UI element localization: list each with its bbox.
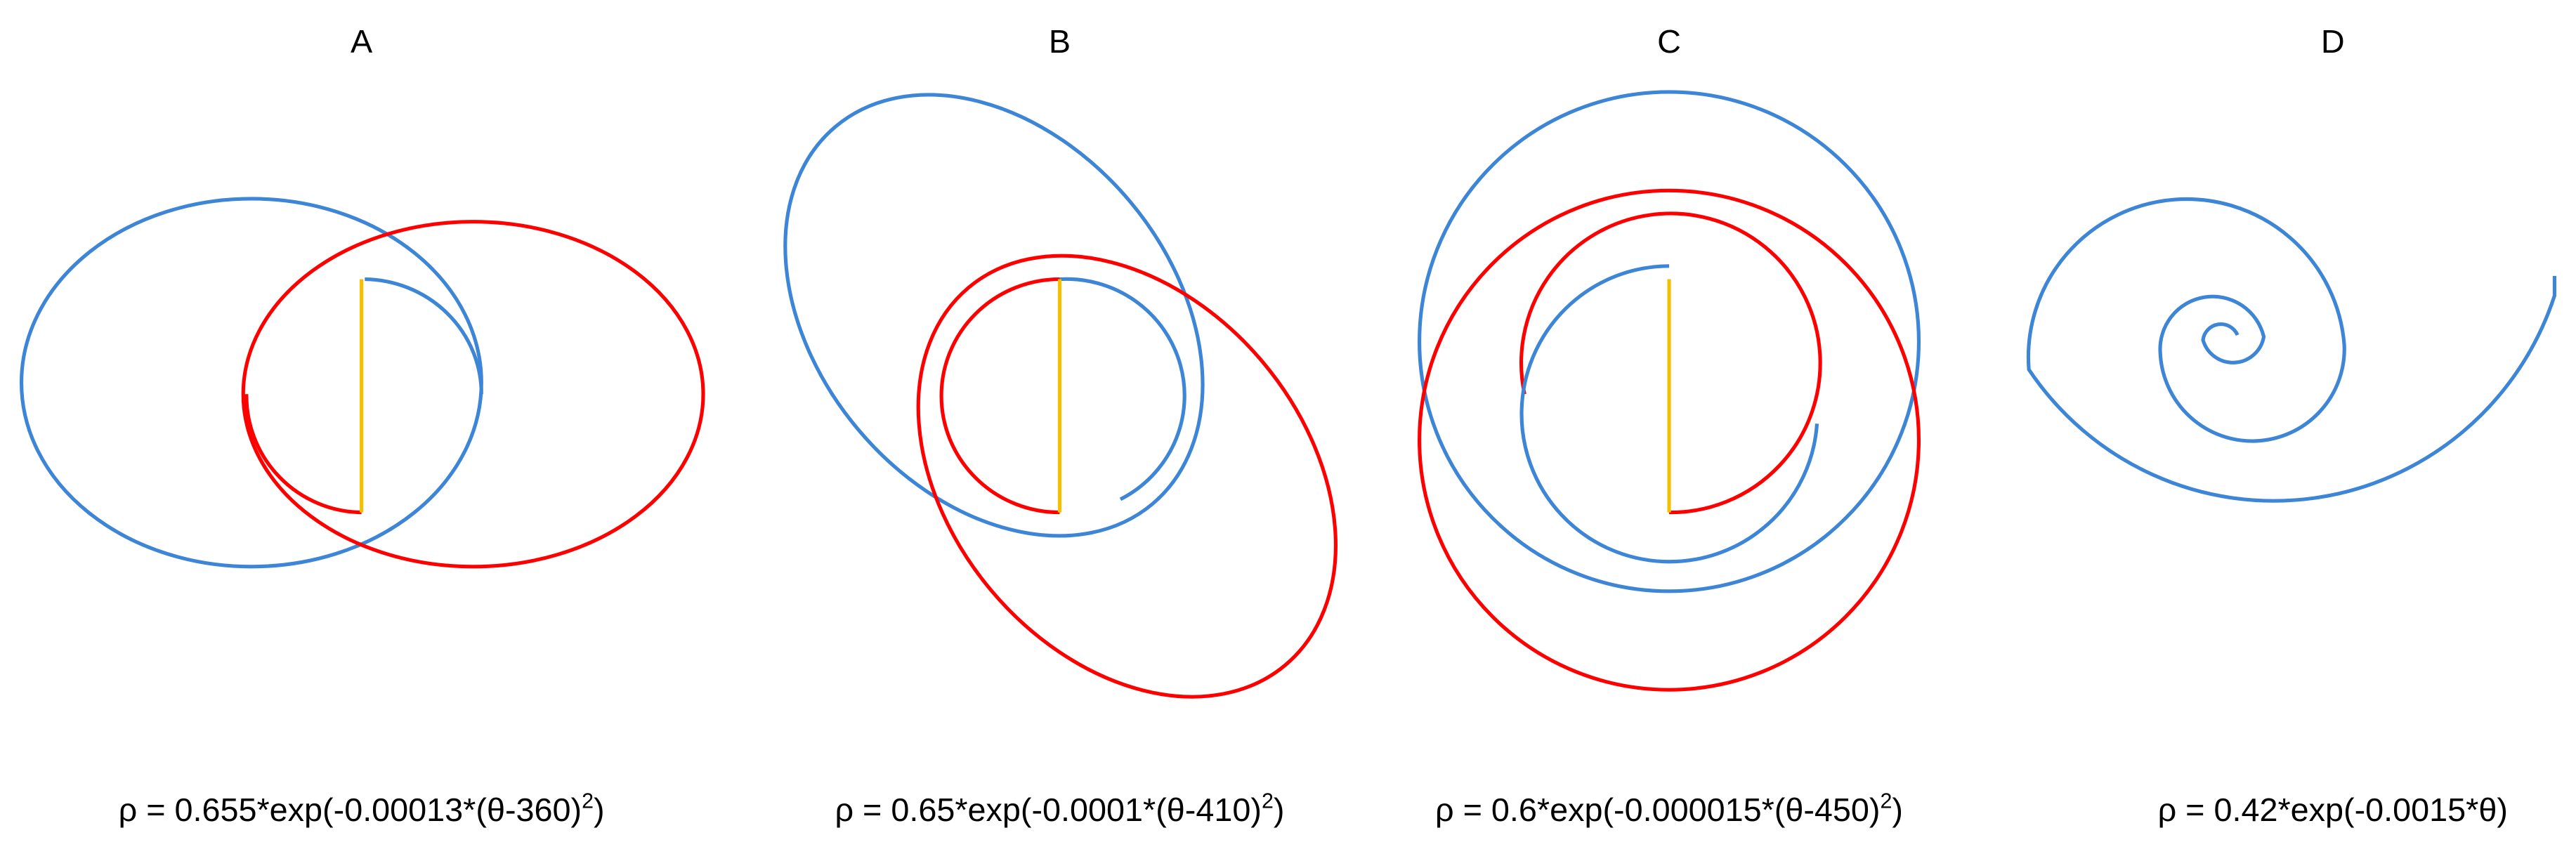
panel-c-curves (1418, 90, 1921, 692)
panel-label: A (351, 23, 373, 60)
formula-main: ρ = 0.6*exp(-0.000015*(θ-450) (1435, 791, 1880, 828)
formula-end: ) (1892, 791, 1903, 828)
formula: ρ = 0.655*exp(-0.00013*(θ-360)2) (119, 789, 605, 829)
formula: ρ = 0.6*exp(-0.000015*(θ-450)2) (1435, 789, 1903, 829)
blue-arc (1059, 277, 1186, 501)
panel-label: B (1049, 23, 1071, 60)
formula-main: ρ = 0.65*exp(-0.0001*(θ-410) (835, 791, 1261, 828)
formula-exponent: 2 (582, 789, 594, 813)
formula-end: ) (594, 791, 605, 828)
labels: Aρ = 0.655*exp(-0.00013*(θ-360)2)Bρ = 0.… (119, 23, 2508, 828)
formula-main: ρ = 0.655*exp(-0.00013*(θ-360) (119, 791, 582, 828)
blue-curve (1418, 90, 1921, 593)
panel-b-curves (783, 93, 1338, 699)
red-curve (1418, 188, 1921, 692)
red-curve (916, 254, 1338, 699)
formula: ρ = 0.42*exp(-0.0015*θ) (2158, 791, 2508, 828)
panel-a-curves (19, 197, 705, 569)
blue-curve (19, 197, 483, 569)
red-inner (1519, 211, 1822, 515)
formula-exponent: 2 (1262, 789, 1274, 813)
formula-main: ρ = 0.42*exp(-0.0015*θ) (2158, 791, 2508, 828)
blue-inner (1519, 264, 1819, 564)
red-arc (244, 394, 362, 515)
blue-curve (783, 93, 1205, 538)
red-curve (241, 220, 705, 569)
blue-arc (365, 277, 483, 395)
formula: ρ = 0.65*exp(-0.0001*(θ-410)2) (835, 789, 1284, 829)
red-arc (939, 277, 1060, 515)
panel-label: D (2321, 23, 2345, 60)
spiral (2026, 197, 2557, 503)
formula-end: ) (1274, 791, 1285, 828)
panel-d-curves (2026, 197, 2557, 503)
panel-label: C (1657, 23, 1681, 60)
formula-exponent: 2 (1881, 789, 1892, 813)
